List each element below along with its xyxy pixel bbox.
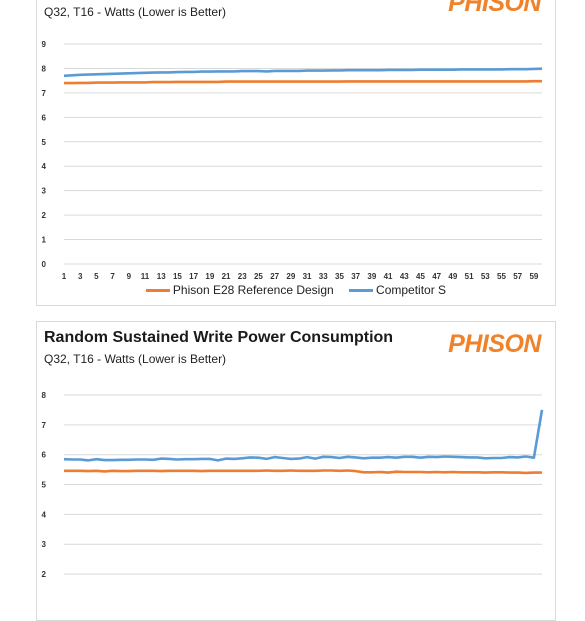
x-tick-label: 49: [448, 272, 457, 281]
y-tick-label: 3: [42, 540, 47, 549]
y-tick-label: 5: [42, 481, 47, 490]
line-chart-plot: 2 3 4 5 6 7 8: [42, 391, 544, 579]
x-tick-label: 41: [384, 272, 393, 281]
phison-logo: PHISON: [448, 0, 541, 17]
x-tick-label: 19: [205, 272, 214, 281]
x-tick-label: 11: [141, 272, 150, 281]
y-tick-label: 7: [42, 89, 47, 98]
x-tick-label: 31: [303, 272, 312, 281]
chart-subtitle: Q32, T16 - Watts (Lower is Better): [44, 5, 227, 19]
chart-panel-power-top: Q32, T16 - Watts (Lower is Better) PHISO…: [36, 0, 556, 306]
y-tick-label: 8: [42, 391, 47, 400]
series-line-competitor: [63, 67, 543, 78]
phison-logo: PHISON: [448, 330, 541, 358]
y-tick-label: 2: [42, 570, 47, 579]
x-tick-label: 53: [481, 272, 490, 281]
legend-label-competitor: Competitor S: [376, 283, 447, 297]
x-tick-label: 51: [465, 272, 474, 281]
x-tick-label: 33: [319, 272, 328, 281]
x-tick-label: 47: [432, 272, 441, 281]
x-tick-label: 29: [286, 272, 295, 281]
chart-subtitle: Q32, T16 - Watts (Lower is Better): [44, 352, 227, 366]
series-line-competitor: [63, 409, 544, 462]
y-tick-label: 8: [42, 64, 47, 73]
x-tick-label: 15: [173, 272, 182, 281]
x-tick-label: 5: [94, 272, 99, 281]
y-tick-label: 0: [42, 260, 47, 269]
legend-item-phison: Phison E28 Reference Design: [145, 283, 334, 297]
y-tick-label: 9: [42, 40, 47, 49]
legend-label-phison: Phison E28 Reference Design: [172, 283, 334, 297]
series-line-phison: [64, 469, 542, 475]
x-tick-label: 39: [367, 272, 376, 281]
x-tick-label: 37: [351, 272, 360, 281]
series-line-phison: [64, 79, 542, 85]
x-tick-label: 59: [529, 272, 538, 281]
y-tick-label: 1: [42, 236, 47, 245]
y-tick-label: 4: [42, 510, 47, 519]
x-tick-label: 45: [416, 272, 425, 281]
y-tick-label: 6: [42, 113, 47, 122]
x-tick-label: 55: [497, 272, 506, 281]
x-tick-label: 17: [189, 272, 198, 281]
x-tick-label: 7: [110, 272, 115, 281]
x-tick-label: 13: [157, 272, 166, 281]
chart-panel-random-write-power: Random Sustained Write Power Consumption…: [36, 321, 556, 621]
y-tick-label: 5: [42, 138, 47, 147]
legend-item-competitor: Competitor S: [349, 283, 446, 297]
y-tick-label: 2: [42, 211, 47, 220]
x-tick-label: 23: [238, 272, 247, 281]
x-tick-label: 57: [513, 272, 522, 281]
legend-swatch-blue: [349, 289, 374, 293]
x-tick-label: 1: [62, 272, 67, 281]
x-tick-label: 25: [254, 272, 263, 281]
x-tick-label: 9: [127, 272, 132, 281]
legend-swatch-orange: [145, 289, 170, 293]
chart-title: Random Sustained Write Power Consumption: [44, 329, 394, 346]
x-tick-label: 35: [335, 272, 344, 281]
x-tick-label: 27: [270, 272, 279, 281]
x-tick-label: 21: [222, 272, 231, 281]
y-tick-label: 6: [42, 451, 47, 460]
y-tick-label: 3: [42, 187, 47, 196]
x-tick-label: 3: [78, 272, 83, 281]
chart-legend: Phison E28 Reference Design Competitor S: [37, 283, 555, 297]
x-tick-label: 43: [400, 272, 409, 281]
y-tick-label: 4: [42, 162, 47, 171]
y-tick-label: 7: [42, 421, 47, 430]
